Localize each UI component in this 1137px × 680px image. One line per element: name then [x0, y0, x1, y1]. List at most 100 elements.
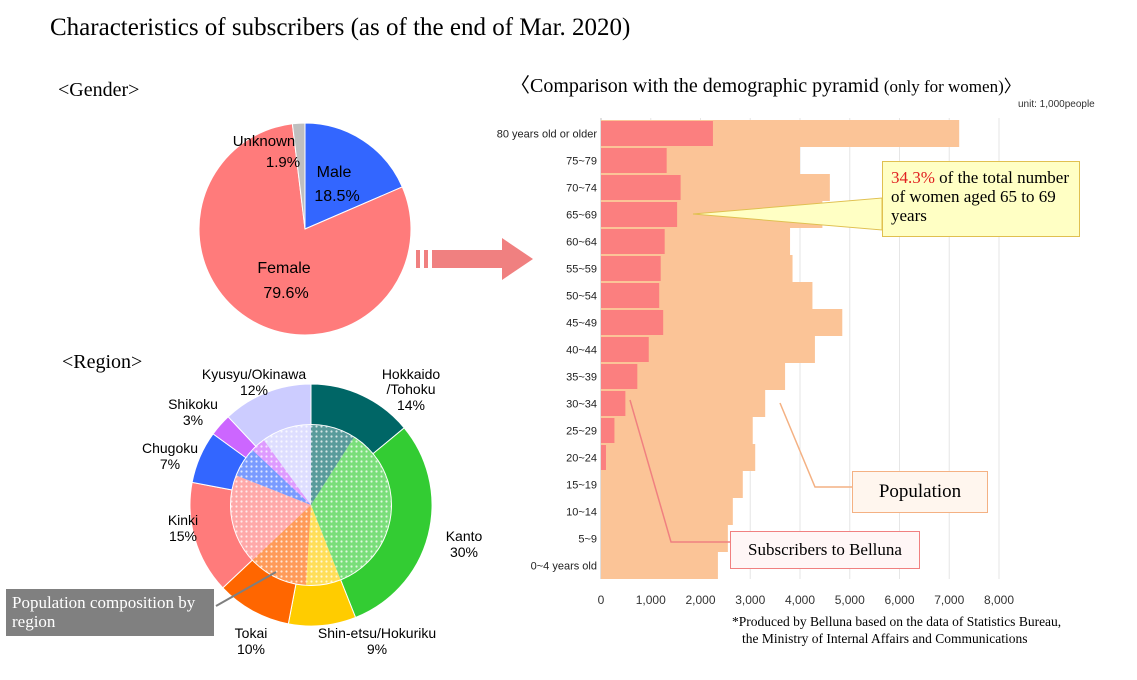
gender-pie-labels: Unknown 1.9% Male 18.5% Female 79.6%	[233, 133, 360, 302]
pyramid-heading-sub: (only for women)〉	[883, 77, 1021, 96]
subscribers-legend-box: Subscribers to Belluna	[730, 531, 920, 569]
age-label: 10~14	[566, 507, 597, 519]
age-label: 50~54	[566, 291, 597, 303]
x-tick-label: 5,000	[835, 593, 865, 607]
unit-label: unit: 1,000people	[1018, 99, 1095, 110]
region-inner-texture-shin-etsu-hokuriku	[305, 505, 341, 586]
callout-pct: 34.3%	[891, 168, 935, 187]
female-pct: 79.6%	[263, 285, 308, 302]
age-label: 60~64	[566, 237, 597, 249]
x-tick-label: 0	[598, 593, 605, 607]
age-label: 70~74	[566, 183, 597, 195]
age-label: 5~9	[578, 534, 597, 546]
x-tick-label: 4,000	[785, 593, 815, 607]
gender-pie-chart	[198, 122, 412, 336]
region-inner-texture-chugoku	[236, 450, 311, 505]
age-label: 40~44	[566, 345, 597, 357]
region-inner-texture-hokkaido-tohoku	[311, 425, 354, 505]
gender-slice-unknown	[291, 122, 306, 230]
region-pct-chugoku: 7%	[160, 456, 180, 472]
region-pct-shikoku: 3%	[183, 412, 203, 428]
population-bar	[601, 444, 756, 471]
region-pct-hokkaido: 14%	[397, 397, 425, 413]
region-pct-kanto: 30%	[450, 544, 478, 560]
population-bar	[601, 525, 728, 552]
subscriber-bar	[601, 445, 606, 470]
page-title: Characteristics of subscribers (as of th…	[50, 14, 631, 41]
age-label: 65~69	[566, 210, 597, 222]
region-label-hokkaido-2: /Tohoku	[386, 381, 435, 397]
age-label: 30~34	[566, 399, 597, 411]
footnote-line-1: *Produced by Belluna based on the data o…	[732, 614, 1062, 629]
region-label-hokkaido-1: Hokkaido	[382, 366, 441, 382]
region-label-shinetsu: Shin-etsu/Hokuriku	[318, 625, 436, 641]
age-label: 15~19	[566, 480, 597, 492]
x-tick-label: 1,000	[636, 593, 666, 607]
region-inner-texture-kinki	[231, 475, 311, 560]
region-callout-line	[215, 571, 277, 607]
age-label: 25~29	[566, 426, 597, 438]
subscriber-bar	[601, 364, 638, 389]
subscriber-bar	[601, 175, 681, 200]
subscriber-bar	[601, 202, 678, 227]
right-arrow-icon	[416, 238, 533, 280]
footnote-line-2: the Ministry of Internal Affairs and Com…	[742, 631, 1028, 646]
region-inner-texture-kyusyu-okinawa	[263, 425, 311, 505]
region-inner-texture-kanto	[311, 437, 391, 580]
subscribers-connector	[629, 399, 730, 543]
population-bar	[601, 390, 766, 417]
x-tick-label: 7,000	[934, 593, 964, 607]
subscriber-bar	[601, 229, 665, 254]
region-label-kyusyu: Kyusyu/Okinawa	[202, 366, 306, 382]
region-label-chugoku: Chugoku	[142, 440, 198, 456]
region-donut-chart	[189, 383, 433, 627]
pyramid-chart: 0 1,000 2,000 3,000 4,000 5,000 6,000 7,000 8,00…	[497, 118, 1014, 607]
region-label-kinki: Kinki	[168, 512, 198, 528]
x-tick-label: 6,000	[884, 593, 914, 607]
subscriber-bar	[601, 418, 615, 443]
region-labels: Hokkaido /Tohoku 14% Kanto 30% Shin-etsu…	[142, 366, 483, 657]
age-label: 35~39	[566, 372, 597, 384]
female-label: Female	[257, 260, 310, 277]
region-pct-shinetsu: 9%	[367, 641, 387, 657]
callout-text: of the total number of women aged 65 to …	[891, 168, 1069, 225]
male-label: Male	[317, 164, 352, 181]
region-label-tokai: Tokai	[235, 625, 268, 641]
subscriber-bar	[601, 310, 664, 335]
age-label: 75~79	[566, 156, 597, 168]
unknown-label: Unknown	[233, 133, 296, 150]
population-legend-box: Population	[852, 471, 988, 513]
pyramid-heading: 〈Comparison with the demographic pyramid…	[510, 69, 1021, 98]
subscriber-bar	[601, 121, 713, 146]
gender-slice-male	[304, 122, 403, 230]
region-pct-tokai: 10%	[237, 641, 265, 657]
footnote: *Produced by Belluna based on the data o…	[732, 613, 1061, 647]
population-connector	[779, 402, 852, 488]
population-composition-callout: Population composition by region	[6, 589, 214, 636]
subscriber-bar	[601, 148, 667, 173]
age-label: 0~4 years old	[531, 561, 597, 573]
region-inner-texture-shikoku	[252, 440, 311, 505]
x-tick-label: 3,000	[735, 593, 765, 607]
region-pct-kyusyu: 12%	[240, 382, 268, 398]
gender-slice-female	[198, 123, 412, 336]
subscriber-bar	[601, 337, 649, 362]
population-bar	[601, 417, 753, 444]
region-label-kanto: Kanto	[446, 528, 483, 544]
population-bar	[601, 471, 743, 498]
male-pct: 18.5%	[314, 188, 359, 205]
gender-heading: <Gender>	[58, 79, 140, 101]
pct-callout: 34.3% of the total number of women aged …	[882, 161, 1080, 237]
age-label: 55~59	[566, 264, 597, 276]
subscriber-bar	[601, 391, 626, 416]
age-label: 20~24	[566, 453, 597, 465]
region-pct-kinki: 15%	[169, 528, 197, 544]
region-inner-texture-tokai	[252, 505, 311, 585]
x-tick-label: 2,000	[685, 593, 715, 607]
age-label: 80 years old or older	[497, 129, 598, 141]
population-bar	[601, 498, 733, 525]
x-tick-label: 8,000	[984, 593, 1014, 607]
age-label: 45~49	[566, 318, 597, 330]
population-bar	[601, 552, 718, 579]
